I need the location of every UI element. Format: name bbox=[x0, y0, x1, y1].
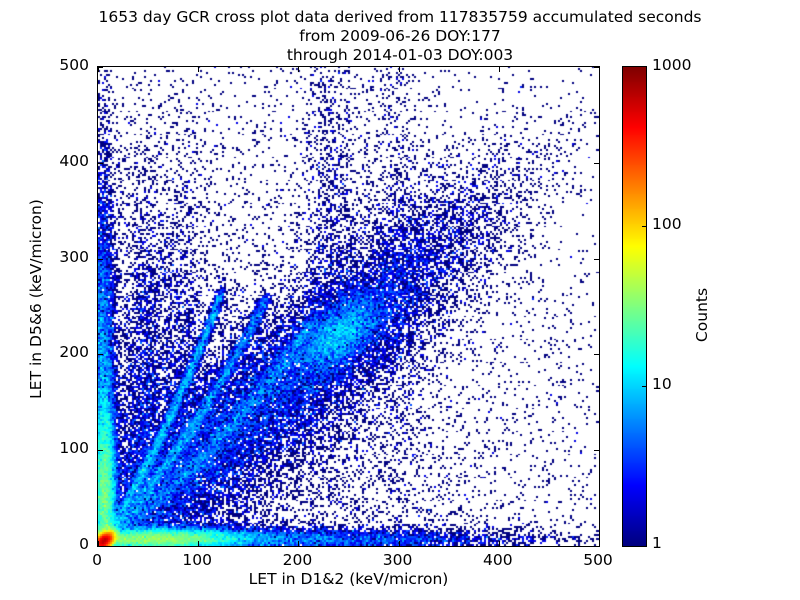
density-heatmap bbox=[98, 67, 599, 546]
colorbar-tick-label: 1 bbox=[652, 534, 662, 552]
y-tick-label: 200 bbox=[59, 343, 89, 362]
plot-axes-area bbox=[97, 66, 600, 547]
x-axis-title: LET in D1&2 (keV/micron) bbox=[248, 570, 449, 588]
x-tick-mark bbox=[498, 67, 500, 72]
y-tick-mark bbox=[594, 354, 599, 356]
title-line-2: from 2009-06-26 DOY:177 bbox=[299, 27, 501, 45]
y-tick-mark bbox=[594, 546, 599, 547]
x-tick-label: 200 bbox=[282, 551, 313, 569]
y-tick-mark bbox=[594, 450, 599, 452]
x-tick-mark bbox=[599, 541, 600, 546]
colorbar-tick-mark bbox=[642, 385, 646, 387]
y-tick-label: 0 bbox=[79, 535, 89, 553]
x-tick-mark bbox=[398, 67, 400, 72]
y-tick-mark bbox=[98, 450, 103, 452]
x-tick-mark bbox=[498, 541, 500, 546]
x-tick-mark bbox=[198, 541, 200, 546]
colorbar-title: Counts bbox=[693, 287, 711, 343]
x-tick-mark bbox=[98, 541, 99, 546]
title-line-1: 1653 day GCR cross plot data derived fro… bbox=[98, 8, 702, 26]
colorbar-tick-label: 1000 bbox=[652, 56, 692, 74]
x-tick-label: 0 bbox=[92, 551, 102, 569]
x-tick-label: 100 bbox=[182, 551, 212, 569]
y-tick-mark bbox=[98, 546, 103, 547]
colorbar-tick-label: 10 bbox=[652, 374, 672, 393]
x-tick-label: 400 bbox=[483, 551, 513, 569]
colorbar-tick-mark bbox=[642, 226, 646, 228]
x-tick-mark bbox=[298, 541, 300, 546]
y-tick-mark bbox=[594, 258, 599, 260]
y-tick-mark bbox=[98, 162, 103, 164]
y-tick-mark bbox=[594, 162, 599, 164]
x-tick-mark bbox=[398, 541, 400, 546]
x-tick-label: 500 bbox=[583, 551, 613, 569]
x-tick-mark bbox=[98, 67, 99, 72]
colorbar bbox=[622, 66, 647, 547]
title-line-3: through 2014-01-03 DOY:003 bbox=[286, 46, 514, 64]
colorbar-tick-label: 100 bbox=[652, 215, 682, 234]
x-tick-mark bbox=[599, 67, 600, 72]
plot-title: 1653 day GCR cross plot data derived fro… bbox=[0, 8, 800, 65]
y-tick-mark bbox=[98, 354, 103, 356]
y-axis-title: LET in D5&6 (keV/micron) bbox=[27, 199, 45, 399]
x-tick-label: 300 bbox=[382, 551, 413, 569]
y-tick-label: 100 bbox=[59, 439, 89, 458]
y-tick-label: 500 bbox=[59, 56, 89, 74]
y-tick-mark bbox=[98, 258, 103, 260]
x-tick-mark bbox=[198, 67, 200, 72]
colorbar-gradient bbox=[623, 67, 646, 546]
x-tick-mark bbox=[298, 67, 300, 72]
y-tick-label: 300 bbox=[59, 247, 89, 266]
y-tick-label: 400 bbox=[59, 151, 89, 170]
y-tick-mark bbox=[98, 67, 103, 68]
y-tick-mark bbox=[594, 67, 599, 68]
